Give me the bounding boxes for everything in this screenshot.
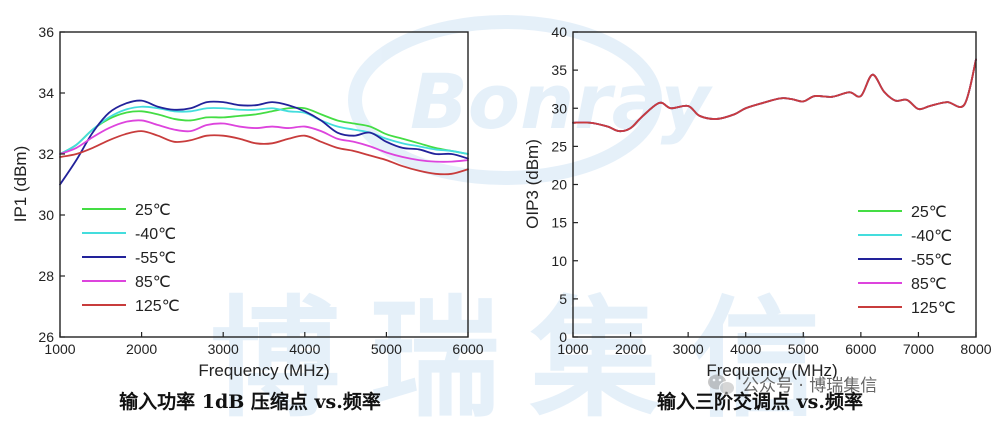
oip3-y-tick-label-7: 35 xyxy=(551,62,567,78)
oip3-y-tick-label-1: 5 xyxy=(559,291,567,307)
ip1-series-line-2 xyxy=(59,99,469,186)
oip3-x-tick-label-7: 8000 xyxy=(960,341,991,357)
ip1-y-tick-label-1: 28 xyxy=(38,268,54,284)
wechat-icon xyxy=(708,374,735,395)
ip1-caption: 输入功率 1dB 压缩点 vs.频率 xyxy=(119,390,381,413)
ip1-legend-label-0: 25℃ xyxy=(135,202,171,219)
oip3-x-tick-label-4: 5000 xyxy=(788,341,819,357)
ip1-series-layer xyxy=(59,99,469,186)
oip3-y-axis-title: OIP3 (dBm) xyxy=(523,139,542,229)
oip3-y-tick-label-3: 15 xyxy=(551,215,567,231)
account-badge: 公众号 · 博瑞集信 xyxy=(708,374,877,396)
ip1-series-line-3 xyxy=(59,119,469,163)
ip1-y-axis-title: IP1 (dBm) xyxy=(11,146,30,223)
ip1-x-tick-label-5: 6000 xyxy=(452,341,483,357)
ip1-x-tick-label-0: 1000 xyxy=(44,341,75,357)
oip3-ticks: 1000 2000 3000 4000 5000 6000 7000 8000 0 5 10 15 20… xyxy=(551,24,991,357)
ip1-chart: 1000 2000 3000 4000 5000 6000 26 28 30 32 34 36 Fre… xyxy=(11,24,484,413)
ip1-legend-label-3: 85℃ xyxy=(135,274,171,291)
watermark-char-3: 集 xyxy=(529,283,660,424)
oip3-series-line-4 xyxy=(572,58,977,133)
watermark-char-4: 信 xyxy=(690,283,820,424)
oip3-y-tick-label-8: 40 xyxy=(551,24,567,40)
ip1-y-tick-label-3: 32 xyxy=(38,146,54,162)
ip1-legend-label-1: -40℃ xyxy=(135,226,176,243)
ip1-x-tick-label-1: 2000 xyxy=(126,341,157,357)
ip1-x-tick-label-4: 5000 xyxy=(371,341,402,357)
oip3-legend-label-1: -40℃ xyxy=(911,228,952,245)
oip3-chart: 1000 2000 3000 4000 5000 6000 7000 8000 0 5 10 15 20… xyxy=(523,24,992,413)
oip3-x-tick-label-3: 4000 xyxy=(730,341,761,357)
oip3-series-layer xyxy=(572,58,977,133)
ip1-series-line-4 xyxy=(59,130,469,176)
watermark: Bonray 博 瑞 集 信 xyxy=(210,15,820,424)
oip3-legend-label-4: 125℃ xyxy=(911,300,956,317)
oip3-y-tick-label-6: 30 xyxy=(551,100,567,116)
oip3-x-axis-title: Frequency (MHz) xyxy=(706,361,837,380)
ip1-x-axis-title: Frequency (MHz) xyxy=(198,361,329,380)
oip3-y-tick-label-4: 20 xyxy=(551,177,567,193)
oip3-x-tick-label-2: 3000 xyxy=(673,341,704,357)
oip3-legend: 25℃ -40℃ -55℃ 85℃ 125℃ xyxy=(858,204,956,317)
oip3-x-tick-label-1: 2000 xyxy=(615,341,646,357)
ip1-y-tick-label-2: 30 xyxy=(38,207,54,223)
ip1-y-tick-label-4: 34 xyxy=(38,85,54,101)
oip3-legend-label-0: 25℃ xyxy=(911,204,947,221)
oip3-y-tick-label-0: 0 xyxy=(559,329,567,345)
oip3-legend-label-3: 85℃ xyxy=(911,276,947,293)
ip1-y-tick-label-5: 36 xyxy=(38,24,54,40)
oip3-x-tick-label-5: 6000 xyxy=(845,341,876,357)
ip1-legend-label-2: -55℃ xyxy=(135,250,176,267)
ip1-x-tick-label-2: 3000 xyxy=(208,341,239,357)
oip3-y-tick-label-2: 10 xyxy=(551,253,567,269)
ip1-legend-label-4: 125℃ xyxy=(135,298,180,315)
ip1-plot-frame xyxy=(59,31,469,338)
ip1-y-tick-label-0: 26 xyxy=(38,329,54,345)
watermark-logo-ellipse xyxy=(348,15,662,185)
oip3-y-tick-label-5: 25 xyxy=(551,138,567,154)
oip3-x-tick-label-6: 7000 xyxy=(903,341,934,357)
ip1-series-line-1 xyxy=(59,105,469,155)
watermark-logo-text: Bonray xyxy=(410,57,714,146)
watermark-char-1: 博 xyxy=(210,283,340,424)
account-label: 公众号 · 博瑞集信 xyxy=(742,376,877,396)
ip1-x-tick-label-3: 4000 xyxy=(289,341,320,357)
ip1-series-line-0 xyxy=(59,106,469,155)
ip1-ticks: 1000 2000 3000 4000 5000 6000 26 28 30 32 34 36 xyxy=(38,24,483,357)
oip3-caption: 输入三阶交调点 vs.频率 xyxy=(657,390,863,413)
oip3-x-tick-label-0: 1000 xyxy=(557,341,588,357)
oip3-legend-label-2: -55℃ xyxy=(911,252,952,269)
watermark-char-2: 瑞 xyxy=(370,283,500,424)
ip1-legend: 25℃ -40℃ -55℃ 85℃ 125℃ xyxy=(82,202,180,315)
